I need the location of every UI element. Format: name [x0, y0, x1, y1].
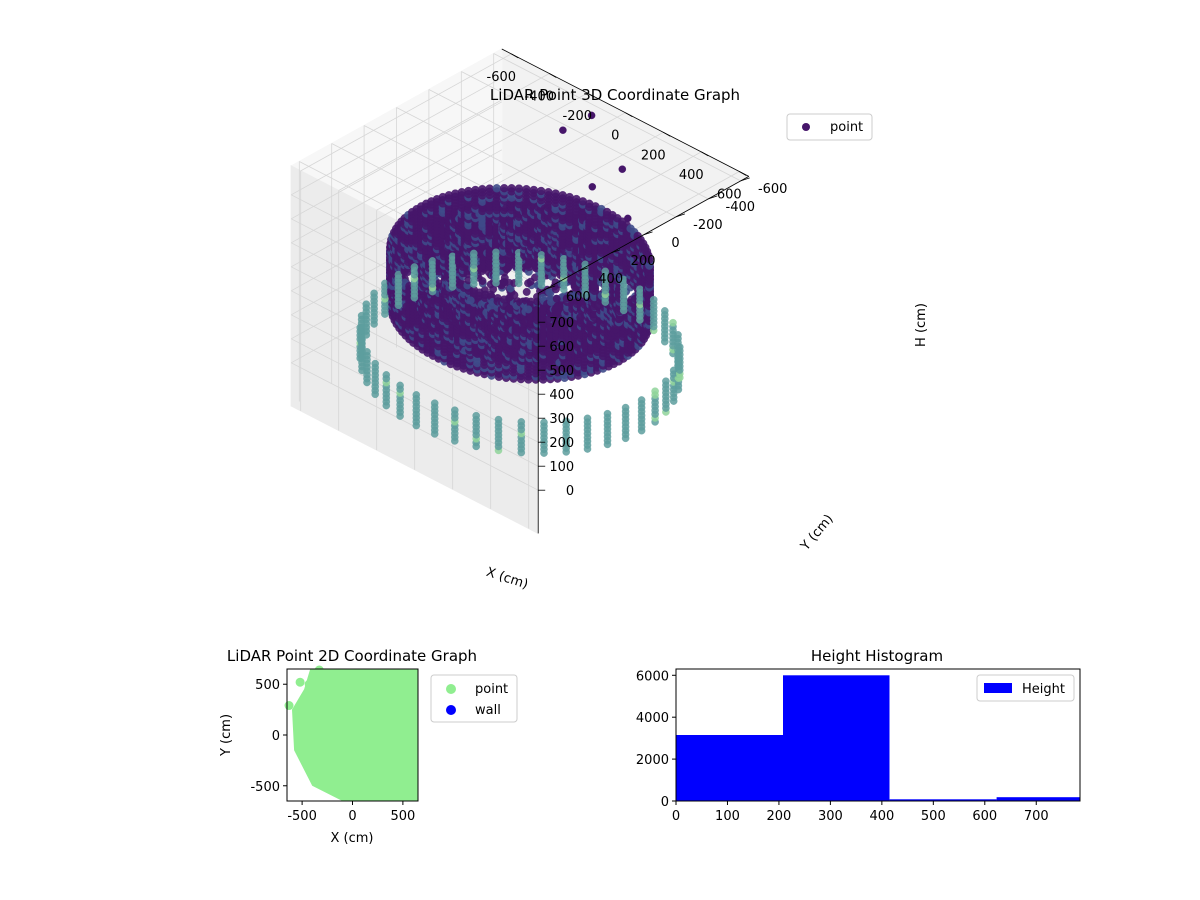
- data-point: [623, 214, 632, 223]
- data-point: [430, 399, 439, 408]
- data-point: [522, 287, 531, 296]
- data-point: [559, 126, 567, 135]
- data-point: [450, 406, 459, 415]
- data-point: [492, 184, 502, 193]
- data-point: [382, 371, 391, 379]
- data-point: [371, 359, 380, 368]
- data-point: [466, 296, 475, 305]
- grid-y-floor: [461, 71, 709, 200]
- data-point: [494, 415, 503, 424]
- data-point: [529, 185, 539, 195]
- data-point: [396, 381, 404, 390]
- data-point: [510, 291, 519, 300]
- data-point: [621, 403, 630, 412]
- data-point: [552, 294, 561, 303]
- chart-3d-panes: [290, 48, 750, 535]
- data-point: [507, 184, 516, 193]
- data-point: [581, 260, 590, 269]
- data-point: [478, 184, 487, 194]
- data-point: [522, 184, 531, 194]
- grid-z-left: [291, 125, 502, 244]
- grid-z-back: [291, 290, 539, 419]
- data-point: [412, 391, 421, 399]
- data-point: [524, 305, 533, 314]
- data-point: [469, 249, 478, 258]
- data-point: [514, 184, 524, 193]
- grid-z-left: [291, 77, 502, 196]
- grid-z-left: [291, 101, 502, 220]
- data-point: [410, 263, 419, 271]
- grid-y-floor: [493, 53, 741, 182]
- data-point: [472, 411, 481, 420]
- data-point: [537, 251, 546, 259]
- data-point: [559, 254, 568, 263]
- data-point: [370, 289, 378, 298]
- data-point: [551, 189, 560, 198]
- data-point: [362, 300, 371, 309]
- data-point: [363, 347, 371, 356]
- chart-3d-points: [356, 111, 684, 457]
- data-point: [588, 182, 597, 191]
- grid-y-floor: [428, 89, 677, 218]
- data-point: [583, 414, 592, 423]
- data-point: [618, 165, 627, 174]
- data-point: [478, 276, 487, 286]
- data-point: [544, 187, 553, 197]
- data-point: [428, 257, 437, 265]
- data-point: [505, 304, 514, 313]
- data-point: [517, 418, 526, 426]
- data-point: [536, 186, 546, 196]
- data-point: [540, 418, 548, 427]
- data-point: [603, 409, 612, 418]
- data-point: [637, 396, 646, 404]
- data-point: [499, 183, 509, 193]
- grid-z-left: [291, 149, 502, 268]
- data-point: [485, 184, 494, 193]
- data-point: [492, 248, 500, 257]
